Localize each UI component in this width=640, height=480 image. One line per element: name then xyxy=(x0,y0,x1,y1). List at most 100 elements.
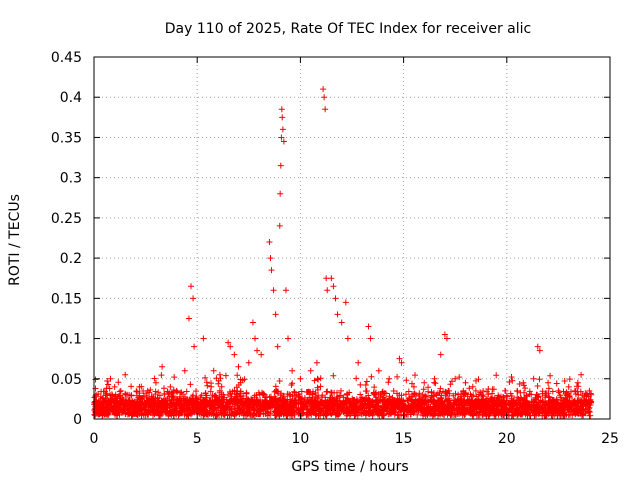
data-point xyxy=(462,379,469,386)
data-point xyxy=(279,126,286,133)
data-point xyxy=(514,387,521,394)
data-point xyxy=(258,351,265,358)
data-point xyxy=(530,375,537,382)
data-point xyxy=(126,391,133,398)
data-point xyxy=(332,295,339,302)
data-point xyxy=(225,339,232,346)
data-point xyxy=(111,383,118,390)
data-point xyxy=(191,343,198,350)
x-tick-label: 0 xyxy=(90,431,99,447)
data-point xyxy=(278,106,285,113)
data-point xyxy=(443,335,450,342)
data-point xyxy=(503,399,510,406)
data-point xyxy=(266,239,273,246)
data-point xyxy=(320,86,327,93)
data-point xyxy=(159,363,166,370)
data-point xyxy=(276,222,283,229)
data-point xyxy=(431,375,438,382)
data-point xyxy=(355,359,362,366)
data-point xyxy=(338,319,345,326)
data-point xyxy=(280,138,287,145)
y-tick-label: 0.45 xyxy=(51,50,82,66)
data-point xyxy=(270,287,277,294)
data-point xyxy=(330,283,337,290)
x-tick-label: 20 xyxy=(498,431,516,447)
y-axis-label: ROTI / TECUs xyxy=(7,194,23,286)
y-tick-label: 0.2 xyxy=(60,251,82,267)
data-point xyxy=(398,359,405,366)
data-point xyxy=(272,311,279,318)
data-point xyxy=(328,275,335,282)
data-point xyxy=(324,287,331,294)
data-point xyxy=(136,383,143,390)
data-point xyxy=(144,387,151,394)
data-point xyxy=(235,363,242,370)
data-point xyxy=(493,399,500,406)
data-point xyxy=(313,359,320,366)
y-tick-label: 0 xyxy=(73,412,82,428)
data-point xyxy=(386,375,393,382)
data-point xyxy=(586,387,593,394)
y-tick-labels: 0 0.05 0.1 0.15 0.2 0.25 0.3 0.35 0.4 0.45 xyxy=(51,50,82,428)
data-point xyxy=(289,367,296,374)
data-point xyxy=(267,255,274,262)
data-point xyxy=(421,379,428,386)
data-point xyxy=(210,367,217,374)
data-point xyxy=(396,355,403,362)
data-point xyxy=(282,287,289,294)
data-point xyxy=(190,295,197,302)
data-point xyxy=(536,347,543,354)
data-point xyxy=(342,299,349,306)
data-point xyxy=(344,335,351,342)
x-axis-label: GPS time / hours xyxy=(291,459,408,475)
data-point xyxy=(367,335,374,342)
data-point xyxy=(571,387,578,394)
data-points xyxy=(93,86,593,406)
data-point xyxy=(365,323,372,330)
data-point xyxy=(231,351,238,358)
data-point xyxy=(322,106,329,113)
x-tick-label: 10 xyxy=(291,431,309,447)
data-point xyxy=(107,375,114,382)
data-point xyxy=(216,371,223,378)
data-point xyxy=(268,267,275,274)
grid xyxy=(94,57,610,419)
data-point xyxy=(452,375,459,382)
data-point xyxy=(251,335,258,342)
data-point xyxy=(545,379,552,386)
data-point xyxy=(483,395,490,402)
data-point xyxy=(472,387,479,394)
data-point xyxy=(167,383,174,390)
data-point xyxy=(274,343,281,350)
data-point xyxy=(279,114,286,121)
data-point xyxy=(285,335,292,342)
data-band xyxy=(91,371,595,419)
x-tick-label: 25 xyxy=(601,431,619,447)
data-point xyxy=(307,367,314,374)
data-point xyxy=(245,359,252,366)
axis-ticks xyxy=(93,56,611,420)
data-point xyxy=(227,343,234,350)
y-tick-label: 0.15 xyxy=(51,291,82,307)
data-point xyxy=(277,190,284,197)
data-point xyxy=(117,387,124,394)
data-point xyxy=(334,311,341,318)
chart-title: Day 110 of 2025, Rate Of TEC Index for r… xyxy=(165,21,531,37)
data-point xyxy=(152,379,159,386)
data-point xyxy=(173,387,180,394)
data-point xyxy=(249,319,256,326)
plot-frame xyxy=(93,56,611,420)
data-point xyxy=(254,347,261,354)
x-tick-label: 5 xyxy=(193,431,202,447)
x-tick-label: 15 xyxy=(395,431,413,447)
data-point xyxy=(185,315,192,322)
data-point xyxy=(555,387,562,394)
y-tick-label: 0.35 xyxy=(51,130,82,146)
data-point xyxy=(323,275,330,282)
data-point xyxy=(441,331,448,338)
roti-background-band xyxy=(91,371,595,419)
y-tick-label: 0.1 xyxy=(60,332,82,348)
data-point xyxy=(520,379,527,386)
x-tick-labels: 0 5 10 15 20 25 xyxy=(90,431,619,447)
